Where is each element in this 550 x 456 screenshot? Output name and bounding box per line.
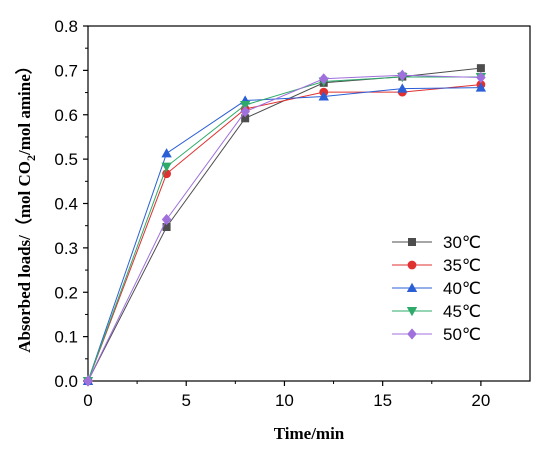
x-axis-title: Time/min [274,424,345,443]
data-point [83,375,93,387]
legend-label: 50℃ [443,325,481,344]
data-point [397,69,408,81]
y-axis: 0.0 0.1 0.2 0.3 0.4 0.5 0.6 0.7 0.8 [54,17,88,391]
data-point [397,83,408,93]
legend-item: 35℃ [392,256,481,275]
series-1 [83,80,486,386]
series-layer [82,64,487,387]
data-point [475,82,487,92]
y-tick-label: 0.5 [54,150,78,169]
series-3 [82,73,487,387]
legend-item: 30℃ [392,233,481,252]
y-axis-title-prefix: Absorbed loads/（mol CO [14,161,34,353]
data-point [476,71,486,84]
legend-marker [407,260,417,270]
data-point [318,91,329,101]
x-tick-label: 20 [471,391,490,410]
legend-marker [406,282,418,292]
series-0 [84,64,485,385]
data-point [162,223,171,232]
y-axis-title: Absorbed loads/（mol CO2/mol amine） [14,57,38,353]
data-point [161,213,172,226]
x-tick-label: 10 [275,391,294,410]
y-axis-title-subscript: 2 [24,155,38,161]
data-point [240,106,250,118]
series-line [87,76,481,382]
legend: 30℃ 35℃ 40℃ 45℃ 50℃ [392,233,481,344]
x-tick-label: 15 [373,391,392,410]
x-axis: 0 5 10 15 20 [83,381,490,410]
y-tick-label: 0.4 [54,195,78,214]
data-point [239,100,251,111]
legend-marker [406,307,418,317]
data-point [318,73,329,85]
data-point [161,162,172,172]
legend-item: 50℃ [392,325,481,344]
legend-label: 35℃ [443,256,481,275]
y-tick-label: 0.2 [54,283,78,302]
legend-label: 40℃ [443,279,481,298]
y-tick-label: 0.7 [54,61,78,80]
series-line [87,87,481,382]
y-tick-label: 0.0 [54,372,78,391]
y-axis-title-suffix: /mol amine） [14,57,34,156]
series-line [87,74,481,382]
series-2 [82,82,487,385]
y-tick-label: 0.6 [54,106,78,125]
y-tick-label: 0.3 [54,239,78,258]
x-tick-label: 0 [83,391,92,410]
y-tick-label: 0.8 [54,17,78,36]
y-tick-label: 0.1 [54,328,78,347]
legend-marker [408,238,416,246]
legend-item: 45℃ [392,302,481,321]
legend-label: 30℃ [443,233,481,252]
data-point [161,148,172,158]
series-line [87,84,481,382]
data-point [476,64,485,73]
legend-marker [407,328,417,340]
legend-label: 45℃ [443,302,481,321]
legend-item: 40℃ [392,279,481,298]
x-tick-label: 5 [181,391,190,410]
series-4 [83,69,486,387]
data-point [241,114,250,123]
